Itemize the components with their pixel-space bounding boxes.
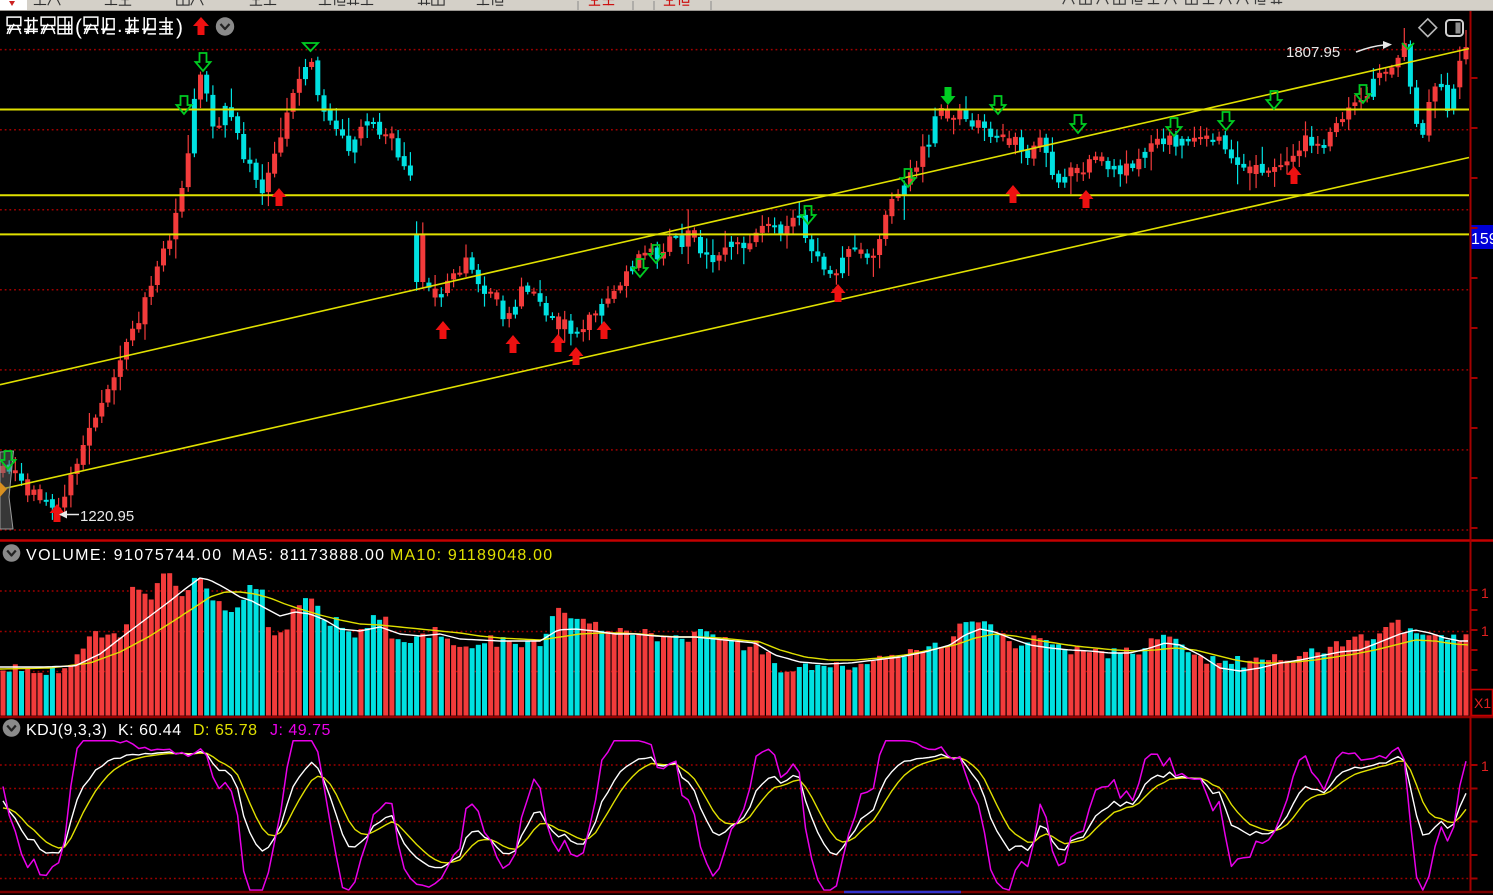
svg-text:1220.95: 1220.95 xyxy=(80,508,134,525)
svg-text:.: . xyxy=(117,15,123,37)
svg-text:MA10: 91189048.00: MA10: 91189048.00 xyxy=(390,547,553,564)
svg-text:1807.95: 1807.95 xyxy=(1286,44,1340,61)
svg-text:X1: X1 xyxy=(1474,695,1491,711)
svg-text:K: 60.44: K: 60.44 xyxy=(118,722,182,739)
svg-text:VOLUME: 91075744.00: VOLUME: 91075744.00 xyxy=(26,547,223,564)
svg-text:MA5: 81173888.00: MA5: 81173888.00 xyxy=(232,547,385,564)
svg-text:159: 159 xyxy=(1471,231,1493,248)
svg-text:1: 1 xyxy=(1481,758,1489,774)
svg-text:J: 49.75: J: 49.75 xyxy=(270,722,331,739)
svg-text:1: 1 xyxy=(1481,623,1489,639)
svg-text:1: 1 xyxy=(1481,585,1489,601)
svg-text:KDJ(9,3,3): KDJ(9,3,3) xyxy=(26,722,107,739)
svg-text:D: 65.78: D: 65.78 xyxy=(193,722,257,739)
svg-text:(: ( xyxy=(75,16,82,39)
svg-text:): ) xyxy=(176,16,183,39)
